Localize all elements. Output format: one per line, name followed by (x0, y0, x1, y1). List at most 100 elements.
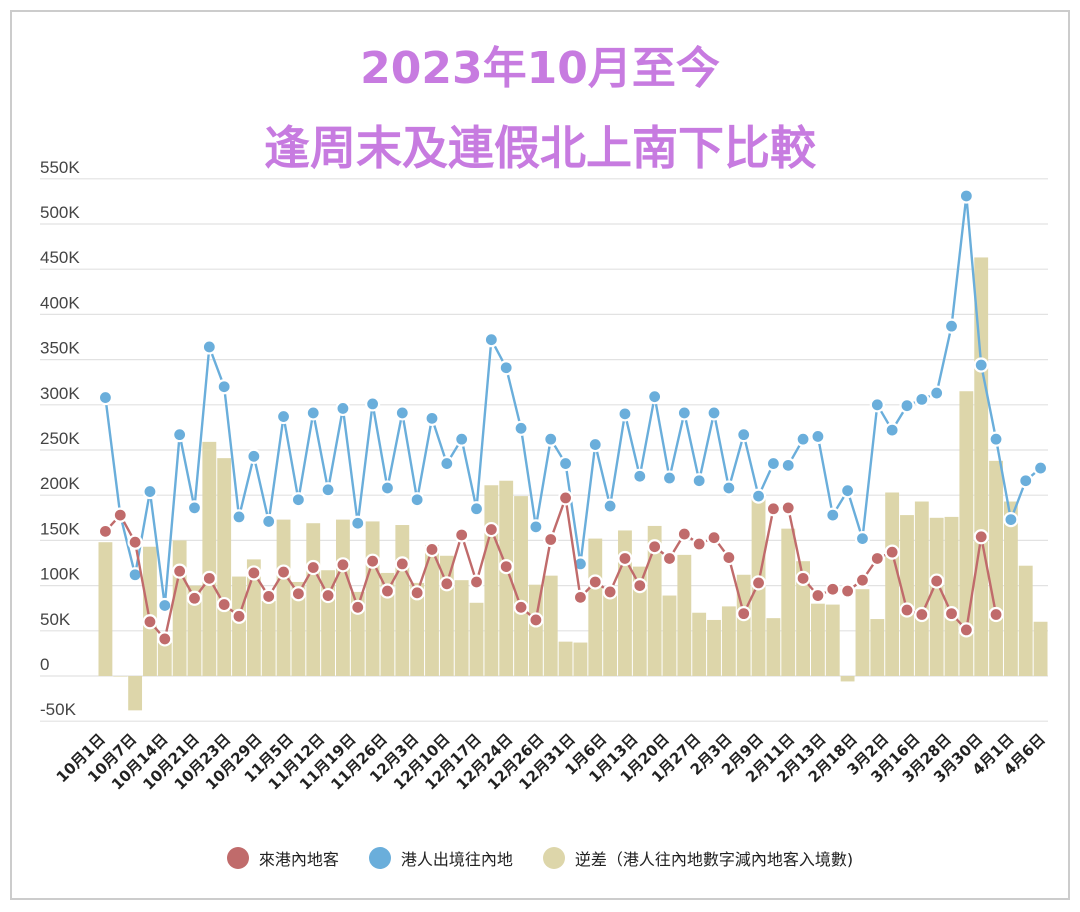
point-mainland-visitors (587, 436, 603, 453)
point-mainland-visitors (261, 513, 277, 530)
point-mainland-visitors (305, 405, 321, 421)
point-hk-residents (780, 500, 796, 516)
point-hk-residents (840, 583, 856, 599)
point-hk-residents (914, 606, 930, 623)
point-hk-residents (409, 585, 425, 601)
deficit-bar (558, 641, 573, 676)
deficit-bar (187, 585, 202, 676)
deficit-bar (914, 501, 929, 676)
point-mainland-visitors (602, 498, 618, 514)
deficit-bar (707, 619, 721, 676)
point-mainland-visitors (884, 422, 900, 438)
deficit-bar (336, 519, 350, 676)
deficit-bar (944, 516, 959, 676)
deficit-bar (885, 492, 900, 676)
deficit-bar (855, 589, 870, 676)
point-hk-residents (112, 507, 128, 523)
point-hk-residents (765, 501, 781, 517)
point-hk-residents (543, 531, 559, 548)
deficit-bar (573, 642, 588, 676)
point-hk-residents (691, 536, 707, 552)
point-mainland-visitors (750, 488, 767, 504)
deficit-bar (143, 546, 157, 676)
deficit-bar (98, 542, 113, 676)
point-hk-residents (290, 586, 306, 602)
point-mainland-visitors (958, 188, 974, 204)
point-mainland-visitors (854, 530, 871, 547)
point-mainland-visitors (632, 468, 648, 484)
y-tick-label: 200K (40, 474, 80, 493)
point-hk-residents (350, 599, 366, 615)
y-tick-label: 400K (40, 293, 80, 312)
point-hk-residents (973, 529, 989, 545)
legend-item-hk-residents: 港人出境往內地 (368, 846, 513, 870)
point-hk-residents (795, 570, 811, 586)
deficit-bar (1003, 501, 1018, 676)
point-hk-residents (736, 606, 752, 622)
point-hk-residents (825, 581, 841, 597)
point-hk-residents (988, 606, 1004, 623)
point-hk-residents (854, 572, 871, 588)
point-mainland-visitors (320, 482, 336, 498)
deficit-bar (261, 600, 276, 676)
point-mainland-visitors (780, 457, 796, 473)
point-hk-residents (958, 622, 974, 638)
point-hk-residents (721, 549, 737, 566)
point-hk-residents (661, 550, 678, 567)
point-mainland-visitors (869, 397, 885, 413)
point-mainland-visitors (409, 492, 425, 508)
deficit-bar (929, 517, 944, 676)
point-mainland-visitors (691, 473, 707, 489)
point-mainland-visitors (350, 515, 366, 531)
y-tick-label: 300K (40, 384, 80, 403)
point-hk-residents (216, 596, 232, 613)
point-mainland-visitors (647, 389, 663, 405)
point-mainland-visitors (1003, 512, 1019, 528)
series-line-mainland-visitors (104, 195, 1042, 606)
deficit-bar (1033, 621, 1048, 676)
deficit-bar (425, 544, 439, 676)
deficit-bar (113, 676, 128, 677)
point-hk-residents (379, 583, 396, 599)
point-hk-residents (439, 576, 455, 592)
deficit-bar (543, 575, 558, 676)
point-hk-residents (943, 606, 960, 622)
point-hk-residents (706, 530, 722, 546)
point-mainland-visitors (335, 400, 351, 417)
point-mainland-visitors (201, 339, 217, 355)
point-hk-residents (528, 612, 544, 628)
y-tick-label: -50K (40, 700, 77, 719)
point-mainland-visitors (572, 556, 589, 572)
point-hk-residents (899, 602, 915, 618)
point-mainland-visitors (840, 483, 856, 499)
deficit-bar (1018, 565, 1033, 676)
point-mainland-visitors (172, 427, 188, 443)
deficit-bar (989, 460, 1003, 676)
y-tick-label: 50K (40, 610, 71, 629)
point-hk-residents (335, 557, 351, 573)
point-mainland-visitors (379, 480, 396, 496)
deficit-bar (781, 528, 796, 676)
point-mainland-visitors (439, 455, 455, 472)
point-mainland-visitors (706, 405, 722, 421)
deficit-bar (395, 525, 410, 676)
point-hk-residents (365, 553, 381, 569)
deficit-bar (276, 519, 291, 676)
y-tick-label: 100K (40, 565, 80, 584)
point-hk-residents (246, 565, 262, 581)
deficit-bar (736, 574, 751, 676)
deficit-bar (766, 618, 781, 676)
deficit-bar (632, 566, 647, 676)
point-hk-residents (468, 574, 485, 590)
deficit-bar (454, 580, 469, 676)
point-mainland-visitors (810, 428, 826, 445)
deficit-bar (721, 606, 736, 676)
deficit-bar (692, 612, 707, 676)
point-hk-residents (157, 631, 173, 647)
point-hk-residents (394, 556, 410, 572)
point-mainland-visitors (929, 385, 945, 401)
point-mainland-visitors (468, 501, 485, 517)
point-hk-residents (587, 574, 603, 590)
chart-title-line1: 2023年10月至今 (360, 43, 720, 94)
deficit-bar (410, 582, 425, 676)
